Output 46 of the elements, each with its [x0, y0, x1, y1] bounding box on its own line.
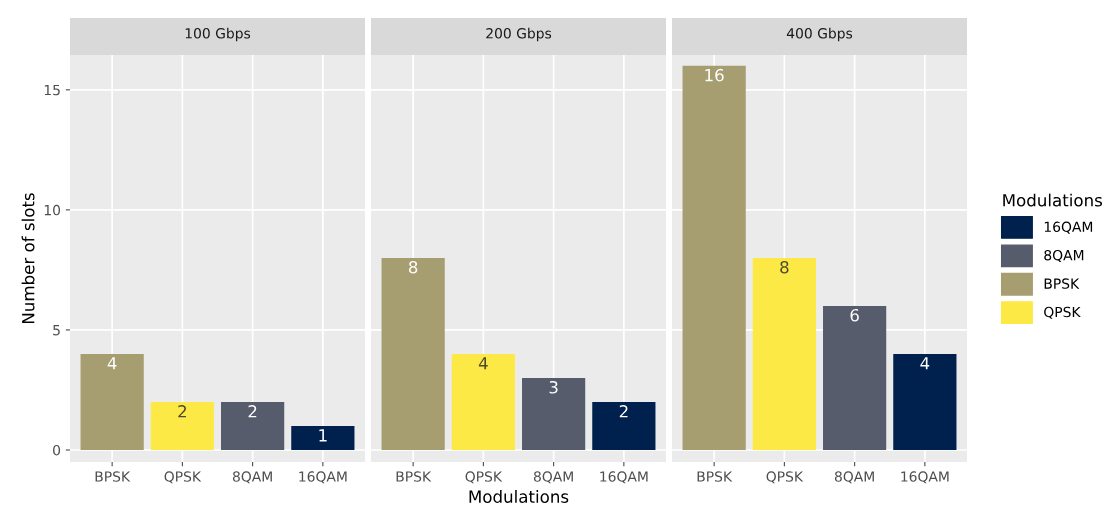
- y-tick-label: 0: [53, 444, 61, 456]
- bar: [592, 401, 656, 450]
- data-label: 2: [178, 405, 187, 418]
- x-tick-label: 8QAM: [834, 471, 874, 484]
- data-label: 6: [850, 308, 859, 322]
- x-tick-label: 16QAM: [901, 471, 949, 484]
- x-tick-label: BPSK: [396, 471, 432, 482]
- chart-title: 200 Gbps: [486, 27, 552, 42]
- data-label: 1: [319, 429, 327, 442]
- chart-title: 400 Gbps: [786, 27, 853, 42]
- bar: [291, 425, 355, 450]
- bar: [150, 401, 214, 450]
- x-tick-label: QPSK: [766, 471, 804, 484]
- bar: [80, 353, 144, 450]
- x-tick-label: QPSK: [465, 471, 503, 484]
- chart-title: 100 Gbps: [185, 27, 251, 42]
- legend-label: 8QAM: [1044, 249, 1084, 263]
- data-label: 8: [780, 260, 789, 274]
- y-tick-label: 5: [53, 325, 60, 336]
- legend-label: 16QAM: [1044, 221, 1093, 234]
- x-tick-label: 16QAM: [600, 471, 648, 484]
- data-label: 3: [549, 380, 558, 394]
- bar: [522, 377, 586, 450]
- x-tick-label: 16QAM: [299, 471, 347, 484]
- data-label: 16: [705, 68, 724, 82]
- legend-label: QPSK: [1044, 306, 1081, 319]
- x-tick-label: 8QAM: [533, 471, 573, 484]
- legend-label: BPSK: [1044, 278, 1080, 289]
- x-tick-label: BPSK: [697, 471, 733, 482]
- bar: [451, 353, 515, 450]
- y-tick-label: 15: [44, 84, 60, 96]
- data-label: 8: [408, 260, 418, 274]
- y-tick-label: 10: [44, 204, 61, 216]
- bar: [221, 401, 285, 450]
- data-label: 4: [478, 357, 488, 370]
- legend-title: Modulations: [1003, 193, 1103, 207]
- y-axis-title: Number of slots: [21, 193, 35, 324]
- x-tick-label: 8QAM: [232, 471, 272, 484]
- x-tick-label: BPSK: [95, 471, 131, 482]
- data-label: 2: [619, 405, 628, 418]
- x-tick-label: QPSK: [164, 471, 202, 484]
- data-label: 4: [920, 357, 930, 370]
- bar: [381, 257, 445, 450]
- data-label: 4: [107, 357, 117, 370]
- data-label: 2: [248, 405, 257, 418]
- x-axis-title: Modulations: [469, 490, 569, 503]
